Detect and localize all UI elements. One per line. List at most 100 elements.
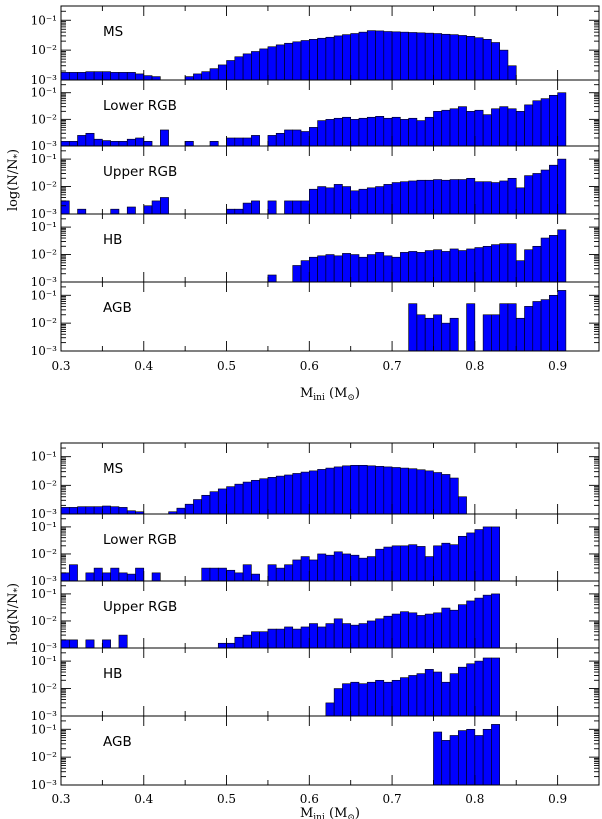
histogram-bar — [375, 30, 385, 81]
histogram-bar — [68, 564, 78, 582]
histogram-bar — [201, 494, 211, 515]
histogram-bar — [557, 290, 567, 352]
histogram-bar — [135, 567, 145, 582]
y-tick-label: 10⁻³ — [31, 275, 58, 289]
histogram-bar — [466, 111, 476, 147]
histogram-bar — [499, 49, 509, 81]
histogram-bar — [259, 478, 269, 515]
histogram-bar — [267, 274, 277, 283]
histogram-bar — [317, 553, 327, 582]
histogram-bar — [507, 108, 517, 147]
histogram-bar — [102, 505, 111, 515]
histogram-bar — [325, 467, 335, 515]
histogram-bar — [482, 181, 492, 215]
histogram-bar — [391, 545, 401, 582]
histogram-bar — [441, 179, 451, 215]
histogram-bar — [60, 200, 70, 215]
histogram-bar — [234, 636, 244, 649]
panel-agb: 10⁻³ 10⁻² 10⁻¹ AGB — [31, 715, 600, 792]
histogram-bar — [251, 200, 260, 215]
histogram-bar — [466, 532, 476, 582]
histogram-bar — [217, 64, 227, 81]
histogram-bar — [226, 486, 236, 515]
histogram-bar — [242, 53, 252, 81]
y-tick-label: 10⁻¹ — [31, 13, 57, 27]
histogram-bar — [400, 677, 409, 717]
x-axis-label: Mini (M⊙) — [300, 386, 360, 403]
histogram-bar — [333, 618, 343, 649]
histogram-bar — [507, 303, 517, 352]
histogram-bar — [408, 117, 418, 147]
panel-ms: 10⁻³ 10⁻² 10⁻¹ MS — [31, 442, 600, 521]
histogram-bar — [342, 683, 352, 717]
histogram-bar — [102, 639, 111, 649]
histogram-bar — [549, 164, 558, 215]
x-tick-label: 0.5 — [217, 792, 236, 806]
histogram-bar — [234, 483, 244, 515]
histogram-bar — [416, 179, 426, 215]
histogram-bar — [358, 256, 368, 283]
histogram-bar — [391, 679, 401, 717]
histogram-bar — [77, 208, 87, 215]
histogram-bar — [292, 473, 302, 515]
histogram-bar — [474, 37, 484, 81]
histogram-bar — [383, 31, 393, 81]
histogram-bar — [466, 303, 476, 352]
y-tick-label: 10⁻² — [31, 180, 58, 194]
histogram-bar — [466, 248, 476, 283]
histogram-bar — [300, 260, 310, 283]
histogram-bar — [524, 306, 534, 352]
panel-label: Upper RGB — [103, 164, 177, 180]
histogram-bar — [457, 666, 467, 717]
histogram-bar — [441, 740, 451, 786]
histogram-bar — [160, 129, 169, 147]
histogram-bar — [482, 594, 492, 649]
histogram-bar — [226, 60, 236, 81]
histogram-bar — [466, 728, 476, 786]
histogram-bar — [342, 553, 352, 582]
histogram-bar — [275, 475, 285, 515]
histogram-bar — [416, 120, 426, 147]
histogram-bar — [515, 111, 525, 147]
histogram-bar — [482, 245, 492, 283]
y-tick-label: 10⁻¹ — [31, 520, 57, 534]
y-tick-label: 10⁻² — [31, 750, 58, 764]
y-axis-label: log(N/N*) — [6, 583, 23, 645]
histogram-bar — [309, 127, 318, 147]
histogram-bar — [300, 131, 310, 147]
x-tick-label: 0.8 — [465, 792, 484, 806]
histogram-bar — [366, 187, 376, 215]
histogram-bar — [292, 41, 302, 81]
histogram-bar — [251, 573, 260, 582]
histogram-bar — [507, 65, 517, 81]
y-tick-label: 10⁻³ — [31, 344, 58, 358]
histogram-bar — [391, 182, 401, 215]
histogram-bar — [491, 724, 500, 786]
histogram-bar — [457, 604, 467, 649]
histogram-bar — [342, 116, 352, 147]
histogram-bar — [217, 567, 227, 582]
histogram-bar — [457, 535, 467, 582]
panel-upper-rgb: 10⁻³ 10⁻² 10⁻¹ Upper RGB — [31, 145, 600, 221]
histogram-bar — [126, 138, 136, 147]
histogram-bar — [350, 681, 360, 717]
histogram-bar — [491, 657, 500, 717]
histogram-bar — [160, 197, 169, 215]
histogram-bar — [85, 572, 95, 582]
histogram-bar — [383, 546, 393, 582]
histogram-bar — [325, 254, 335, 283]
x-tick-label: 0.3 — [51, 359, 70, 373]
histogram-bar — [284, 200, 294, 215]
histogram-bar — [507, 177, 517, 215]
histogram-bar — [226, 569, 236, 582]
y-tick-label: 10⁻³ — [31, 641, 58, 655]
histogram-bar — [102, 71, 111, 81]
y-tick-label: 10⁻¹ — [31, 654, 57, 668]
histogram-bar — [491, 108, 500, 147]
histogram-bar — [300, 556, 310, 582]
histogram-bar — [309, 256, 318, 283]
panel-label: HB — [103, 232, 122, 248]
histogram-bar — [325, 187, 335, 215]
histogram-bar — [416, 546, 426, 582]
